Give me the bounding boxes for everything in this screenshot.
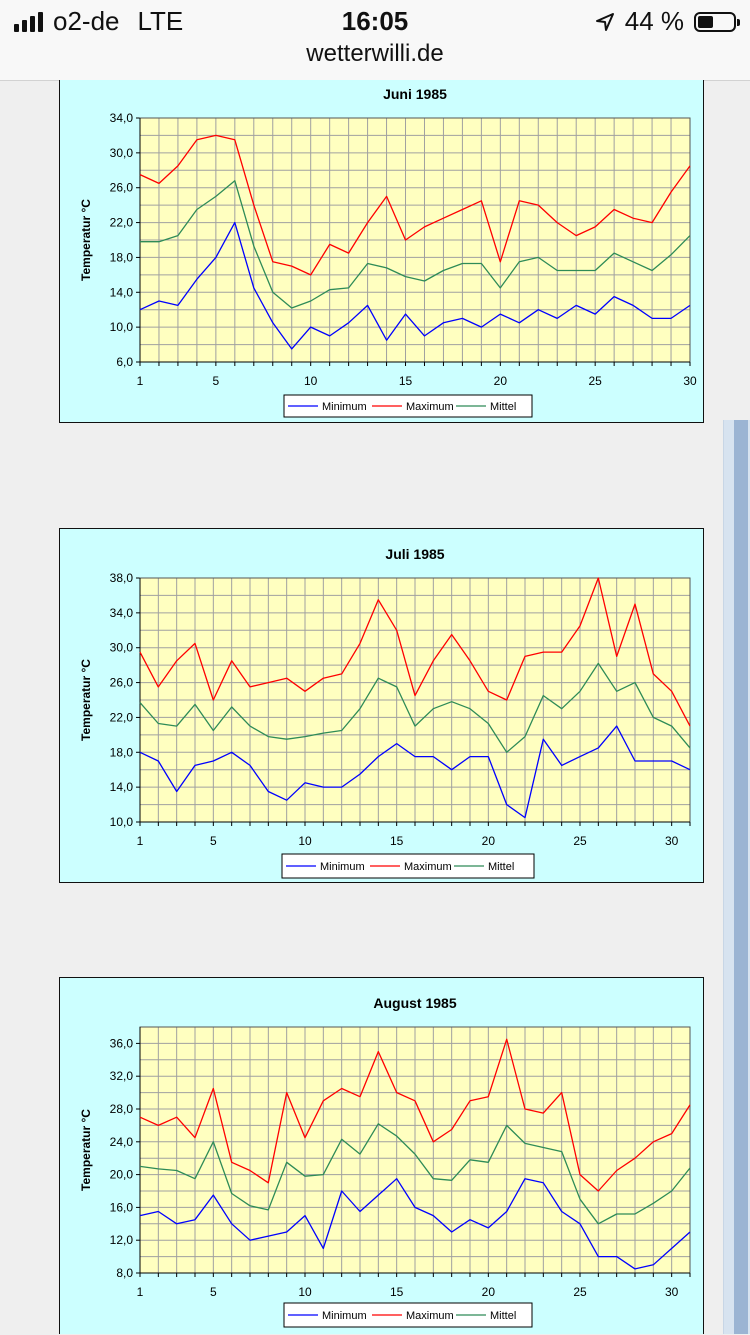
y-tick-label: 24,0: [110, 1135, 134, 1149]
y-tick-label: 32,0: [110, 1069, 134, 1083]
x-tick-label: 20: [482, 834, 496, 848]
series-line-minimum: [139, 221, 691, 350]
x-tick-label: 5: [210, 834, 217, 848]
x-tick-label: 10: [298, 834, 312, 848]
chart-title: Juli 1985: [385, 546, 444, 562]
x-tick-label: 1: [137, 834, 144, 848]
series-line-minimum: [139, 1178, 691, 1270]
x-tick-label: 5: [210, 1285, 217, 1299]
y-tick-label: 36,0: [110, 1036, 134, 1050]
x-tick-label: 30: [665, 1285, 679, 1299]
series-line-mittel: [140, 180, 691, 309]
legend-label-minimum: Minimum: [320, 861, 365, 873]
x-tick-label: 15: [399, 374, 413, 388]
legend-label-mittel: Mittel: [490, 1310, 516, 1322]
y-tick-label: 34,0: [110, 111, 134, 125]
y-axis-label: Temperatur °C: [79, 659, 93, 741]
x-tick-label: 30: [665, 834, 679, 848]
y-tick-label: 18,0: [110, 250, 134, 264]
y-tick-label: 28,0: [110, 1102, 134, 1116]
y-tick-label: 8,0: [116, 1266, 133, 1280]
battery-icon: [694, 11, 740, 32]
network-type: LTE: [137, 6, 184, 36]
y-tick-label: 10,0: [110, 815, 134, 829]
battery-percent: 44 %: [624, 6, 684, 36]
x-tick-label: 5: [213, 374, 220, 388]
x-tick-label: 15: [390, 1285, 404, 1299]
clock: 16:05: [341, 6, 409, 36]
chart-svg: Juni 1985 6,0 10,0 14,0 18,0 22,0 26,0 30,0 34,0…: [79, 86, 697, 418]
y-tick-label: 26,0: [110, 676, 134, 690]
y-tick-label: 14,0: [110, 285, 134, 299]
y-tick-label: 18,0: [110, 745, 134, 759]
carrier-name: o2-de: [53, 6, 120, 36]
chart-title: Juni 1985: [383, 86, 447, 102]
y-tick-label: 26,0: [110, 181, 134, 195]
carrier-info: o2-de LTE: [14, 6, 183, 37]
legend-label-maximum: Maximum: [406, 1310, 454, 1322]
y-axis-label: Temperatur °C: [79, 1109, 93, 1191]
series-line-maximum: [139, 1038, 691, 1192]
x-tick-label: 10: [304, 374, 318, 388]
x-tick-label: 20: [482, 1285, 496, 1299]
location-arrow-icon: [595, 12, 614, 31]
y-tick-label: 20,0: [110, 1168, 134, 1182]
battery-fill: [698, 15, 713, 28]
x-tick-label: 20: [494, 374, 508, 388]
x-tick-label: 1: [137, 374, 144, 388]
legend-box: [283, 1302, 533, 1328]
y-tick-label: 34,0: [110, 606, 134, 620]
url-domain[interactable]: wetterwilli.de: [306, 40, 444, 67]
x-tick-label: 30: [683, 374, 697, 388]
y-tick-label: 38,0: [110, 571, 134, 585]
legend-label-maximum: Maximum: [406, 401, 454, 413]
legend-label-mittel: Mittel: [490, 401, 516, 413]
legend-label-mittel: Mittel: [488, 861, 514, 873]
x-tick-label: 1: [137, 1285, 144, 1299]
legend-box: [281, 853, 535, 879]
y-tick-label: 22,0: [110, 216, 134, 230]
chart-svg: August 1985 8,0 12,0 16,0 20,0 24,0 28,0 32,0 36…: [79, 995, 691, 1328]
chart-panel-august: August 1985 8,0 12,0 16,0 20,0 24,0 28,0 32,0 36…: [59, 977, 704, 1334]
chart-panel-juni: Juni 1985 6,0 10,0 14,0 18,0 22,0 26,0 30,0 34,0…: [59, 80, 704, 423]
y-tick-label: 10,0: [110, 320, 134, 334]
x-tick-label: 10: [298, 1285, 312, 1299]
series-line-maximum: [139, 577, 691, 727]
y-axis-label: Temperatur °C: [79, 199, 93, 281]
y-tick-label: 6,0: [116, 355, 133, 369]
y-tick-label: 22,0: [110, 710, 134, 724]
battery-status: 44 %: [595, 6, 740, 37]
series-line-mittel: [139, 1123, 691, 1225]
y-tick-label: 16,0: [110, 1200, 134, 1214]
browser-status-bar: o2-de LTE 16:05 44 % wetterwilli.de: [0, 0, 750, 81]
signal-bars-icon: [14, 11, 43, 32]
y-tick-label: 30,0: [110, 641, 134, 655]
page-scrollbar[interactable]: [723, 420, 750, 1334]
chart-title: August 1985: [373, 995, 456, 1011]
x-tick-label: 25: [573, 1285, 587, 1299]
legend-label-maximum: Maximum: [404, 861, 452, 873]
x-tick-label: 25: [588, 374, 602, 388]
x-tick-label: 25: [573, 834, 587, 848]
scrollbar-thumb[interactable]: [734, 420, 748, 1334]
y-tick-label: 14,0: [110, 780, 134, 794]
legend-box: [283, 394, 533, 418]
chart-svg: Juli 1985 10,0 14,0 18,0 22,0 26,0 30,0 34,0 38,…: [79, 546, 691, 879]
series-line-mittel: [139, 662, 691, 753]
y-tick-label: 12,0: [110, 1233, 134, 1247]
y-tick-label: 30,0: [110, 146, 134, 160]
legend-label-minimum: Minimum: [322, 401, 367, 413]
x-tick-label: 15: [390, 834, 404, 848]
legend-label-minimum: Minimum: [322, 1310, 367, 1322]
series-line-maximum: [139, 134, 691, 276]
series-line-minimum: [139, 725, 691, 819]
chart-panel-juli: Juli 1985 10,0 14,0 18,0 22,0 26,0 30,0 34,0 38,…: [59, 528, 704, 883]
